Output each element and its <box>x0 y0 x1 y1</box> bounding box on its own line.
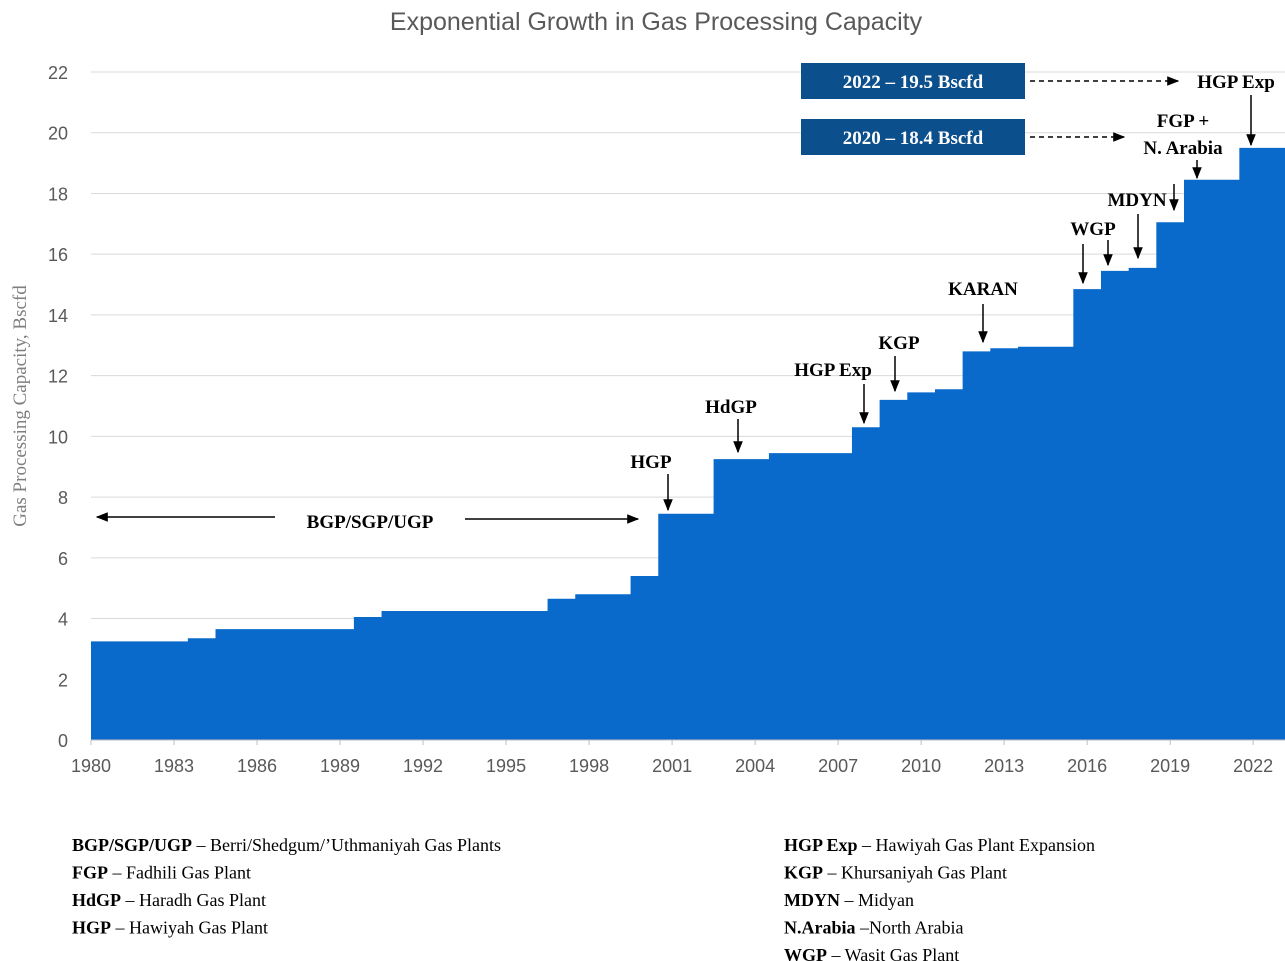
y-tick-label: 16 <box>48 245 68 265</box>
note: WGP – Wasit Gas Plant <box>784 945 959 961</box>
annotation: HdGP <box>705 397 757 418</box>
note: KGP – Khursaniyah Gas Plant <box>784 863 1007 883</box>
x-tick-label: 1986 <box>237 756 277 776</box>
y-axis-label: Gas Processing Capacity, Bscfd <box>10 285 31 527</box>
x-tick-label: 2004 <box>735 756 775 776</box>
note-term: N.Arabia <box>784 918 856 938</box>
y-tick-label: 8 <box>58 488 68 508</box>
note-term: HdGP <box>72 890 121 910</box>
annotation: MDYN <box>1107 190 1166 211</box>
x-tick-label: 1983 <box>154 756 194 776</box>
chart-title: Exponential Growth in Gas Processing Cap… <box>390 8 923 36</box>
note: N.Arabia –North Arabia <box>784 918 963 938</box>
note-term: HGP <box>72 918 111 938</box>
note-text: – Haradh Gas Plant <box>121 890 266 910</box>
x-tick-label: 2022 <box>1233 756 1273 776</box>
note: HdGP – Haradh Gas Plant <box>72 890 266 910</box>
note: MDYN – Midyan <box>784 890 914 910</box>
note-term: BGP/SGP/UGP <box>72 835 192 855</box>
annotations: BGP/SGP/UGP HGP HdGP HGP Exp KGP KARAN W… <box>95 63 1275 533</box>
note-text: – Fadhili Gas Plant <box>108 863 251 883</box>
x-tick-label: 2016 <box>1067 756 1107 776</box>
x-tick-label: 2001 <box>652 756 692 776</box>
note-text: – Berri/Shedgum/’Uthmaniyah Gas Plants <box>192 835 501 855</box>
x-tick-label: 1992 <box>403 756 443 776</box>
x-tick-label: 2010 <box>901 756 941 776</box>
x-tick-label: 1980 <box>71 756 111 776</box>
note-text: – Hawiyah Gas Plant <box>111 918 268 938</box>
x-tick-label: 1989 <box>320 756 360 776</box>
annotation: FGP + <box>1157 111 1210 132</box>
note: HGP Exp – Hawiyah Gas Plant Expansion <box>784 835 1095 855</box>
area <box>91 147 1285 741</box>
annotation: KGP <box>878 333 920 354</box>
note-term: WGP <box>784 945 827 961</box>
note: BGP/SGP/UGP – Berri/Shedgum/’Uthmaniyah … <box>72 835 501 855</box>
x-tick-label: 1995 <box>486 756 526 776</box>
callout-box <box>801 119 1025 155</box>
note-text: – Midyan <box>840 890 914 910</box>
y-tick-label: 6 <box>58 549 68 569</box>
y-tick-label: 12 <box>48 367 68 387</box>
y-tick-label: 20 <box>48 124 68 144</box>
annotation: HGP <box>630 452 672 473</box>
y-tick-label: 14 <box>48 306 68 326</box>
x-tick-label: 1998 <box>569 756 609 776</box>
annotation: N. Arabia <box>1143 138 1223 159</box>
y-tick-label: 18 <box>48 184 68 204</box>
note-term: FGP <box>72 863 108 883</box>
y-tick-label: 10 <box>48 427 68 447</box>
note-term: MDYN <box>784 890 840 910</box>
note: HGP – Hawiyah Gas Plant <box>72 918 268 938</box>
annotation: HGP Exp <box>1197 72 1275 93</box>
notes: BGP/SGP/UGP – Berri/Shedgum/’Uthmaniyah … <box>72 835 1095 961</box>
note: FGP – Fadhili Gas Plant <box>72 863 251 883</box>
x-tick-label: 2019 <box>1150 756 1190 776</box>
note-text: – Hawiyah Gas Plant Expansion <box>858 835 1095 855</box>
note-text: –North Arabia <box>856 918 964 938</box>
annotation: BGP/SGP/UGP <box>307 512 434 533</box>
note-text: – Khursaniyah Gas Plant <box>823 863 1007 883</box>
annotation: KARAN <box>948 279 1018 300</box>
callout-text: 2022 – 19.5 Bscfd <box>843 72 984 93</box>
annotation: HGP Exp <box>794 360 872 381</box>
callout-box <box>801 63 1025 99</box>
note-text: – Wasit Gas Plant <box>827 945 959 961</box>
note-term: KGP <box>784 863 823 883</box>
annotation: WGP <box>1070 219 1116 240</box>
x-tick-label: 2007 <box>818 756 858 776</box>
y-tick-label: 22 <box>48 63 68 83</box>
x-tick-label: 2013 <box>984 756 1024 776</box>
y-tick-label: 2 <box>58 670 68 690</box>
note-term: HGP Exp <box>784 835 858 855</box>
callout-text: 2020 – 18.4 Bscfd <box>843 128 984 149</box>
y-tick-label: 0 <box>58 731 68 751</box>
y-tick-label: 4 <box>58 610 68 630</box>
